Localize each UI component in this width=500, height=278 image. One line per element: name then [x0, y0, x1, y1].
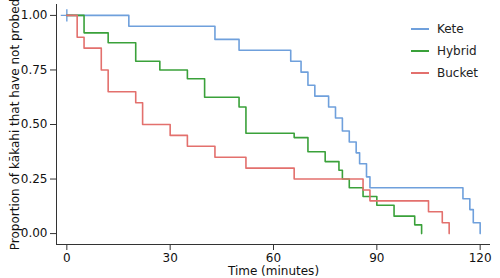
svg-text:0: 0 — [63, 251, 71, 265]
svg-text:1.00: 1.00 — [21, 8, 48, 22]
svg-text:Proportion of kākahi that have: Proportion of kākahi that have not probe… — [8, 0, 22, 250]
svg-text:0.75: 0.75 — [21, 63, 48, 77]
html-text:Kete: Kete — [437, 22, 464, 36]
svg-text:60: 60 — [265, 251, 282, 265]
svg-text:0.00: 0.00 — [21, 226, 48, 240]
html-text:Hybrid: Hybrid — [437, 44, 477, 58]
svg-text:120: 120 — [469, 251, 492, 265]
svg-text:Time (minutes): Time (minutes) — [227, 264, 319, 278]
svg-text:0.25: 0.25 — [21, 172, 48, 186]
html-text:Bucket: Bucket — [437, 66, 478, 80]
svg-text:30: 30 — [163, 251, 178, 265]
svg-text:90: 90 — [369, 251, 384, 265]
svg-text:0.50: 0.50 — [21, 117, 48, 131]
